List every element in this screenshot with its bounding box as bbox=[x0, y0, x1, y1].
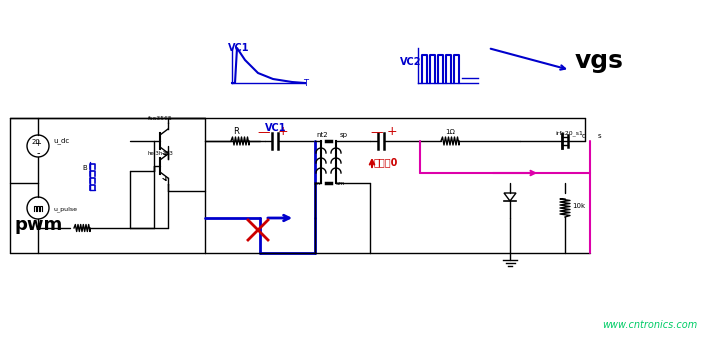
Text: —: — bbox=[258, 126, 270, 139]
Text: s: s bbox=[598, 133, 602, 139]
Text: nt2: nt2 bbox=[316, 132, 327, 138]
Text: d: d bbox=[582, 133, 586, 139]
Text: hel3h103: hel3h103 bbox=[148, 151, 174, 156]
Text: 1Ω: 1Ω bbox=[445, 129, 455, 135]
Text: B: B bbox=[82, 165, 87, 171]
Text: VC2: VC2 bbox=[400, 57, 421, 67]
Text: -: - bbox=[36, 148, 40, 158]
Text: www.cntronics.com: www.cntronics.com bbox=[602, 320, 697, 330]
Text: +: + bbox=[387, 125, 397, 138]
Text: sp: sp bbox=[340, 132, 348, 138]
Text: R: R bbox=[233, 127, 239, 136]
Text: 壓差為0: 壓差為0 bbox=[374, 157, 398, 167]
Text: T: T bbox=[303, 79, 308, 88]
Text: VC1: VC1 bbox=[265, 123, 286, 133]
Text: —: — bbox=[370, 126, 382, 139]
Text: 20: 20 bbox=[32, 139, 41, 145]
Text: u_pulse: u_pulse bbox=[53, 206, 77, 212]
Text: +: + bbox=[35, 140, 42, 148]
Text: +: + bbox=[278, 125, 288, 138]
Text: pwm: pwm bbox=[15, 216, 63, 234]
Text: VC1: VC1 bbox=[228, 43, 250, 53]
Text: vgs: vgs bbox=[575, 49, 624, 73]
Text: irfs20_s1: irfs20_s1 bbox=[555, 130, 583, 136]
Text: 10k: 10k bbox=[572, 203, 585, 209]
Text: fsa3565: fsa3565 bbox=[148, 116, 173, 121]
Text: sm: sm bbox=[336, 181, 346, 186]
Text: m: m bbox=[313, 181, 319, 186]
Text: u_dc: u_dc bbox=[53, 137, 69, 144]
